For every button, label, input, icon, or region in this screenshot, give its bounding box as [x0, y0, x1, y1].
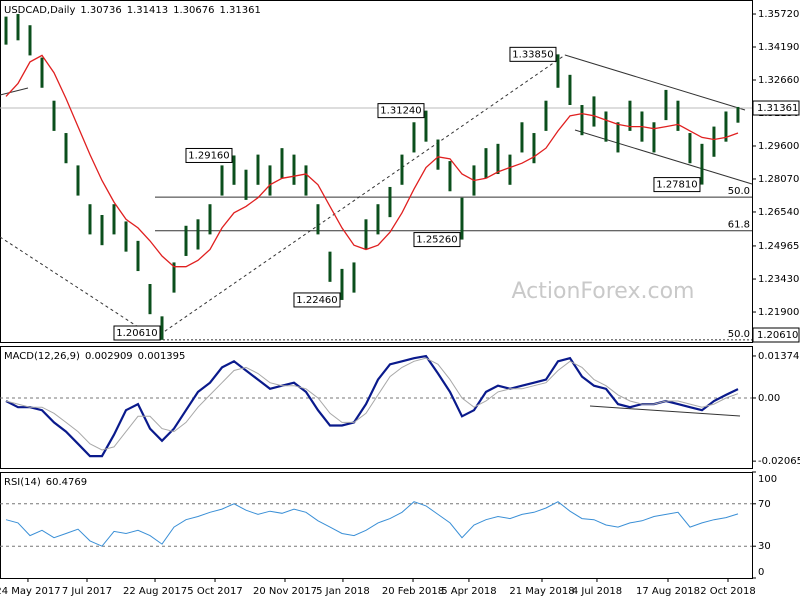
price-box-label: 1.31361: [757, 103, 798, 114]
y-tick-label: 1.26540: [758, 207, 799, 218]
annotation-label: 1.25260: [416, 235, 457, 246]
trendlines: [0, 54, 753, 417]
header-low-last: 1.30676: [173, 5, 214, 16]
annotation-box: [185, 147, 233, 163]
x-tick-label: 5 Oct 2017: [187, 586, 242, 597]
x-tick-label: 22 Aug 2017: [123, 586, 187, 597]
price-box: [752, 100, 800, 116]
header-close: 1.31361: [219, 5, 260, 16]
annotation-box: [653, 177, 701, 193]
y-tick-label: -0.020652: [758, 456, 800, 467]
y-tick-label: 100: [758, 474, 777, 485]
y-tick-label: 0.00: [758, 393, 780, 404]
ma-stub: [0, 87, 29, 96]
x-tick-label: 5 Apr 2018: [441, 586, 496, 597]
x-tick-label: 4 Jul 2018: [572, 586, 622, 597]
header-high-last: 1.31413: [127, 5, 168, 16]
price-pane: [0, 0, 753, 343]
y-tick-label: 0.01374: [758, 351, 799, 362]
y-tick-label: 1.34190: [758, 42, 799, 53]
indicator-title: MACD(12,26,9) 0.002909 0.001395: [4, 351, 185, 362]
x-tick-label: 24 May 2017: [0, 586, 61, 597]
annotation-box: [293, 292, 341, 308]
annotation-label: 1.29160: [188, 150, 229, 161]
macd-trendline: [589, 405, 741, 417]
fib-level-label: 50.0: [728, 329, 750, 340]
indicator-value: 0.002909: [85, 351, 133, 362]
annotation-label: 1.31240: [380, 106, 421, 117]
x-tick-label: 2 Oct 2018: [700, 586, 755, 597]
x-tick-label: 7 Jul 2017: [62, 586, 112, 597]
y-tick-label: 1.35720: [758, 9, 799, 20]
annotation-label: 1.22460: [296, 295, 337, 306]
annotation-box: [509, 46, 557, 62]
x-tick-label: 21 May 2018: [509, 586, 574, 597]
annotation-box: [113, 325, 161, 341]
annotation-box: [377, 103, 425, 119]
annotation-label: 1.27810: [656, 180, 697, 191]
header-open: 1.30736: [80, 5, 121, 16]
indicator-value: 60.4769: [46, 477, 87, 488]
indicator-name: MACD(12,26,9): [4, 351, 80, 362]
rising-trendline: [154, 54, 566, 339]
y-tick-label: 1.21900: [758, 307, 799, 318]
price-box: [752, 327, 800, 343]
annotation-label: 1.33850: [512, 49, 553, 60]
y-tick-label: 1.32660: [758, 75, 799, 86]
annotation-box: [413, 232, 461, 248]
indicator-line: [5, 354, 739, 458]
moving-average: [5, 54, 739, 268]
indicator-value: 0.001395: [138, 351, 186, 362]
indicator-title: RSI(14) 60.4769: [4, 477, 87, 488]
rsi-pane: [0, 472, 753, 579]
header-symbol: USDCAD,Daily: [4, 5, 75, 16]
indicator-name: RSI(14): [4, 477, 41, 488]
x-tick-label: 5 Jan 2018: [316, 586, 370, 597]
indicator-line: [5, 501, 739, 547]
y-tick-label: 1.28070: [758, 174, 799, 185]
watermark: ActionForex.com: [512, 279, 695, 304]
y-tick-label: 0: [758, 567, 764, 578]
support-trendline: [0, 236, 156, 339]
y-tick-label: 1.23430: [758, 274, 799, 285]
y-tick-label: 70: [758, 499, 771, 510]
x-tick-label: 20 Feb 2018: [382, 586, 444, 597]
y-tick-label: 1.24965: [758, 241, 799, 252]
fib-level-label: 61.8: [728, 220, 750, 231]
fib-level-label: 50.0: [728, 186, 750, 197]
macd-pane: [0, 346, 753, 469]
x-tick-label: 17 Aug 2018: [636, 586, 700, 597]
header: USDCAD,Daily 1.30736 1.31413 1.30676 1.31361: [4, 5, 261, 16]
y-tick-label: 1.29600: [758, 141, 799, 152]
price-box-label: 1.20610: [757, 330, 798, 341]
indicator-line: [5, 357, 739, 451]
y-tick-label: 30: [758, 541, 771, 552]
annotation-label: 1.20610: [116, 328, 157, 339]
channel-upper: [564, 54, 746, 111]
x-tick-label: 20 Nov 2017: [253, 586, 317, 597]
